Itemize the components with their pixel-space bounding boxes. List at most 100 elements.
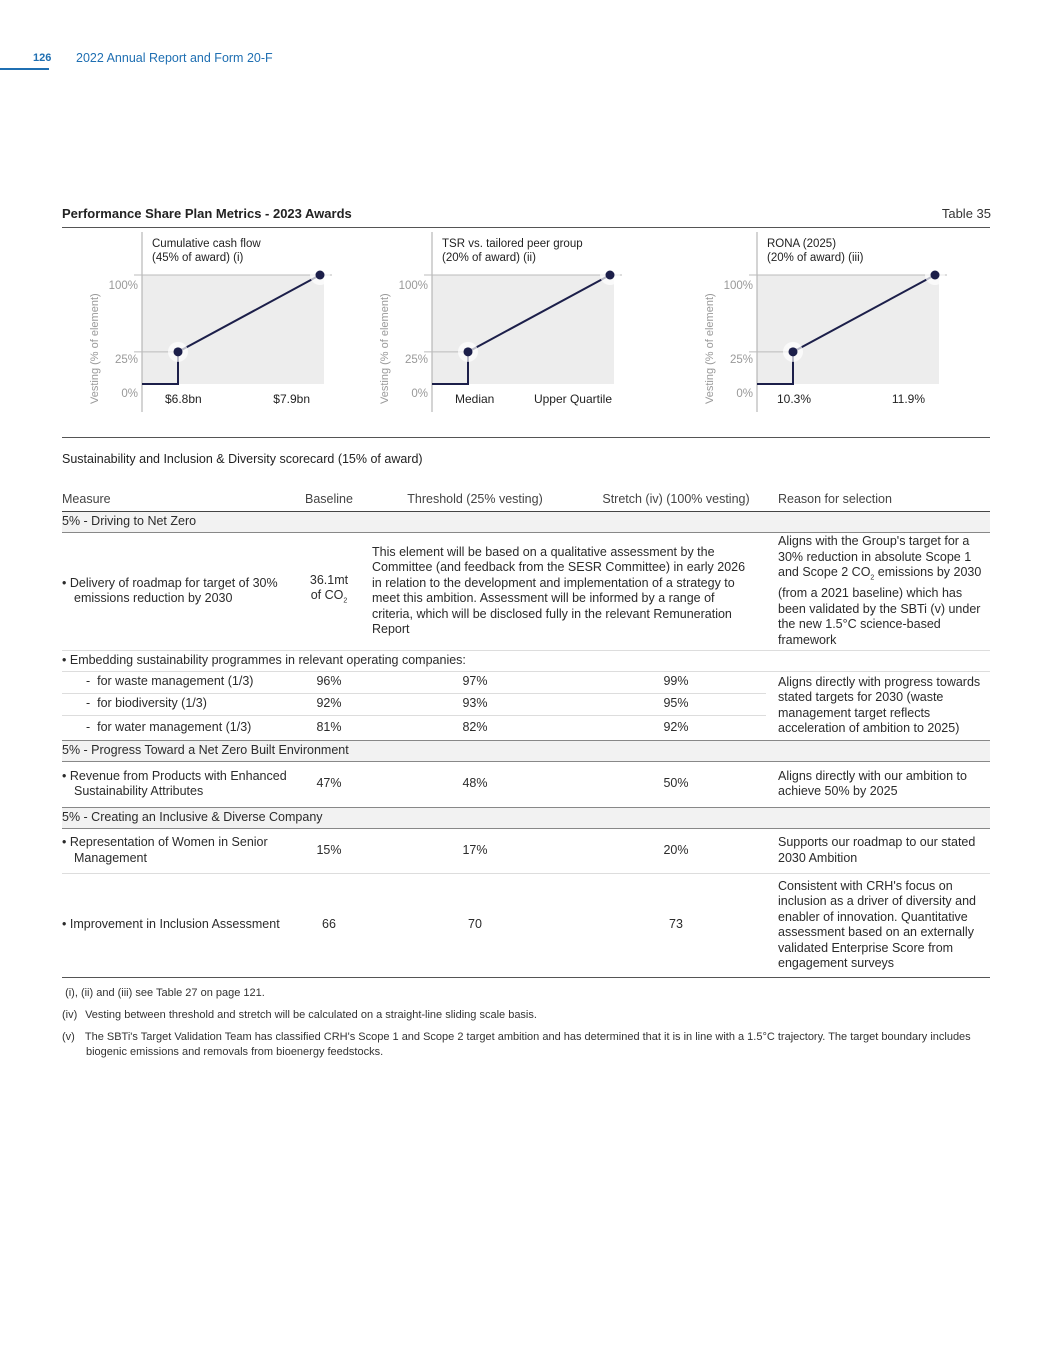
footnote: (v) The SBTi's Target Validation Team ha… bbox=[62, 1031, 971, 1058]
section-row: 5% - Driving to Net Zero bbox=[62, 511, 990, 533]
threshold-cell: 97% bbox=[364, 671, 586, 694]
x-label-threshold: $6.8bn bbox=[165, 392, 202, 406]
table-row: • Embedding sustainability programmes in… bbox=[62, 650, 990, 672]
stretch-point bbox=[605, 270, 615, 280]
section-label: 5% - Creating an Inclusive & Diverse Com… bbox=[62, 807, 990, 829]
measure-cell: • Embedding sustainability programmes in… bbox=[62, 650, 990, 672]
reason-cell: Aligns directly with progress towards st… bbox=[766, 671, 990, 741]
footnote: (iv) Vesting between threshold and stret… bbox=[62, 1009, 537, 1021]
baseline-cell: 81% bbox=[294, 715, 364, 741]
stretch-point bbox=[930, 270, 940, 280]
plot-area bbox=[757, 275, 939, 384]
baseline-cell: 36.1mt of CO2 bbox=[294, 532, 364, 651]
baseline-cell: 47% bbox=[294, 761, 364, 808]
y-tick-label: 0% bbox=[411, 388, 428, 400]
threshold-point bbox=[463, 347, 473, 357]
chart-subtitle: (45% of award) (i) bbox=[152, 252, 244, 264]
vesting-line bbox=[757, 274, 936, 385]
threshold-point bbox=[173, 347, 183, 357]
table-row: - for biodiversity (1/3) 92% 93% 95% bbox=[62, 693, 990, 716]
y-axis-label: Vesting (% of element) bbox=[379, 293, 391, 404]
report-title: 2022 Annual Report and Form 20-F bbox=[76, 51, 273, 65]
scorecard-title: Sustainability and Inclusion & Diversity… bbox=[62, 452, 423, 466]
chart-title: TSR vs. tailored peer group bbox=[442, 238, 583, 250]
page-number: 126 bbox=[33, 52, 52, 64]
table-row: • Representation of Women in Senior Mana… bbox=[62, 828, 990, 874]
chart-1: Cumulative cash flow (45% of award) (i) Ve… bbox=[62, 232, 362, 417]
measure-cell: - for biodiversity (1/3) bbox=[62, 693, 294, 716]
scorecard-table: Measure Baseline Threshold (25% vesting)… bbox=[62, 492, 990, 978]
col-reason: Reason for selection bbox=[766, 492, 990, 512]
table-row: • Improvement in Inclusion Assessment 66… bbox=[62, 873, 990, 978]
stretch-cell: 20% bbox=[586, 828, 766, 874]
table-row: • Delivery of roadmap for target of 30% … bbox=[62, 532, 990, 651]
section-title: Performance Share Plan Metrics - 2023 Aw… bbox=[62, 206, 352, 221]
measure-cell: - for water management (1/3) bbox=[62, 715, 294, 741]
chart-2: TSR vs. tailored peer group (20% of award… bbox=[352, 232, 652, 417]
y-tick-label: 100% bbox=[723, 280, 753, 292]
col-measure: Measure bbox=[62, 492, 294, 512]
y-tick-label: 100% bbox=[398, 280, 428, 292]
reason-cell: Consistent with CRH's focus on inclusion… bbox=[766, 873, 990, 978]
chart-3: RONA (2025) (20% of award) (iii) Vesting (… bbox=[677, 232, 977, 417]
baseline-cell: 92% bbox=[294, 693, 364, 716]
y-axis-label: Vesting (% of element) bbox=[704, 293, 716, 404]
section-row: 5% - Creating an Inclusive & Diverse Com… bbox=[62, 807, 990, 829]
x-label-stretch: Upper Quartile bbox=[533, 392, 612, 406]
plot-area bbox=[142, 275, 324, 384]
y-tick-label: 0% bbox=[121, 388, 138, 400]
stretch-point bbox=[315, 270, 325, 280]
measure-cell: • Improvement in Inclusion Assessment bbox=[62, 873, 294, 978]
col-threshold: Threshold (25% vesting) bbox=[364, 492, 586, 512]
reason-cell: Supports our roadmap to our stated 2030 … bbox=[766, 828, 990, 874]
table-row: - for waste management (1/3) 96% 97% 99%… bbox=[62, 671, 990, 741]
section-label: 5% - Driving to Net Zero bbox=[62, 511, 990, 533]
measure-cell: • Representation of Women in Senior Mana… bbox=[62, 828, 294, 874]
col-stretch: Stretch (iv) (100% vesting) bbox=[586, 492, 766, 512]
stretch-cell: 50% bbox=[586, 761, 766, 808]
measure-cell: • Delivery of roadmap for target of 30% … bbox=[62, 532, 294, 651]
threshold-cell: 70 bbox=[364, 873, 586, 978]
baseline-cell: 15% bbox=[294, 828, 364, 874]
footnote: (i), (ii) and (iii) see Table 27 on page… bbox=[65, 987, 265, 999]
table-header-row: Measure Baseline Threshold (25% vesting)… bbox=[62, 492, 990, 512]
measure-cell: - for waste management (1/3) bbox=[62, 671, 294, 694]
threshold-cell: 17% bbox=[364, 828, 586, 874]
x-label-threshold: Median bbox=[455, 392, 495, 406]
threshold-point bbox=[788, 347, 798, 357]
vesting-line bbox=[432, 274, 611, 385]
chart-subtitle: (20% of award) (ii) bbox=[442, 252, 536, 264]
reason-cell: Aligns with the Group's target for a 30%… bbox=[766, 532, 990, 651]
table-number: Table 35 bbox=[941, 206, 991, 221]
reason-cell: Aligns directly with our ambition to ach… bbox=[766, 761, 990, 808]
y-tick-label: 0% bbox=[736, 388, 753, 400]
col-baseline: Baseline bbox=[294, 492, 364, 512]
stretch-cell: 92% bbox=[586, 715, 766, 741]
stretch-cell: 99% bbox=[586, 671, 766, 694]
chart-subtitle: (20% of award) (iii) bbox=[767, 252, 864, 264]
vesting-line bbox=[142, 274, 321, 385]
y-tick-label: 25% bbox=[729, 354, 753, 366]
stretch-cell: 73 bbox=[586, 873, 766, 978]
y-axis-label: Vesting (% of element) bbox=[89, 293, 101, 404]
plot-area bbox=[432, 275, 614, 384]
threshold-cell: 48% bbox=[364, 761, 586, 808]
threshold-cell: 93% bbox=[364, 693, 586, 716]
baseline-cell: 96% bbox=[294, 671, 364, 694]
section-label: 5% - Progress Toward a Net Zero Built En… bbox=[62, 740, 990, 762]
divider bbox=[62, 227, 990, 228]
x-label-threshold: 10.3% bbox=[777, 392, 812, 406]
y-tick-label: 100% bbox=[108, 280, 138, 292]
measure-cell: • Revenue from Products with Enhanced Su… bbox=[62, 761, 294, 808]
threshold-cell: 82% bbox=[364, 715, 586, 741]
divider bbox=[62, 437, 990, 438]
threshold-cell: This element will be based on a qualitat… bbox=[364, 532, 766, 651]
y-tick-label: 25% bbox=[404, 354, 428, 366]
y-tick-label: 25% bbox=[114, 354, 138, 366]
chart-title: RONA (2025) bbox=[767, 238, 837, 250]
chart-title: Cumulative cash flow bbox=[152, 238, 261, 250]
stretch-cell: 95% bbox=[586, 693, 766, 716]
table-row: • Revenue from Products with Enhanced Su… bbox=[62, 761, 990, 808]
baseline-cell: 66 bbox=[294, 873, 364, 978]
page-number-underline bbox=[0, 68, 49, 70]
